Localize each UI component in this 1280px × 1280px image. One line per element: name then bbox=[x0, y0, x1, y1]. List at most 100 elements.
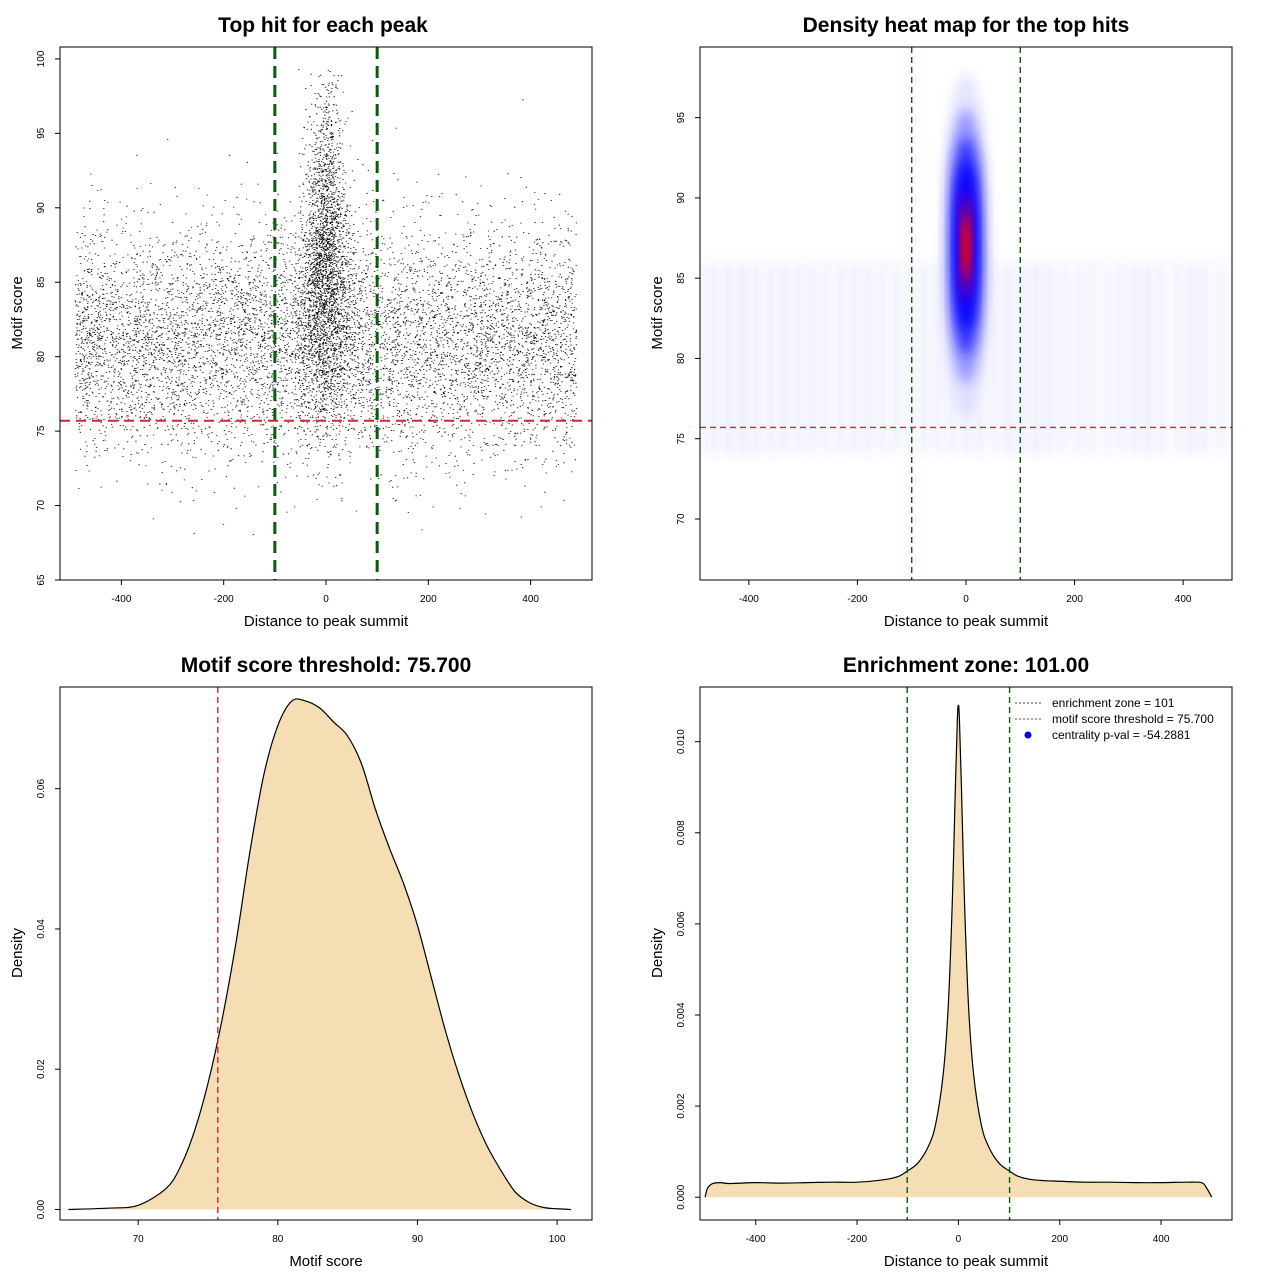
x-tick-label: -200 bbox=[847, 594, 867, 605]
y-tick-label: 95 bbox=[36, 127, 47, 139]
legend-label-score-threshold: motif score threshold = 75.700 bbox=[1052, 712, 1214, 726]
y-tick-label: 0.002 bbox=[676, 1093, 687, 1118]
heatmap-background-cell bbox=[910, 262, 925, 455]
scatter-title: Top hit for each peak bbox=[218, 14, 428, 37]
enrichment-reference-lines bbox=[906, 687, 1011, 1220]
legend-label-enrichment-zone: enrichment zone = 101 bbox=[1052, 696, 1175, 710]
heatmap-background-cell bbox=[1120, 262, 1135, 455]
heatmap-background-cell bbox=[728, 262, 743, 455]
heatmap-background-cell bbox=[770, 262, 785, 455]
x-tick-label: 400 bbox=[1175, 594, 1192, 605]
heatmap-background-cell bbox=[882, 262, 897, 455]
y-tick-label: 0.06 bbox=[36, 779, 47, 799]
heatmap-background-cell bbox=[700, 262, 715, 455]
heatmap-background-cell bbox=[994, 262, 1009, 455]
heatmap-background-cell bbox=[784, 262, 799, 455]
y-tick-label: 75 bbox=[676, 433, 687, 445]
scatter-y-axis: 65 70 75 80 85 90 95 100 bbox=[36, 50, 61, 586]
heatmap-background-cell bbox=[1134, 262, 1149, 455]
x-tick-label: 200 bbox=[1066, 594, 1083, 605]
score-density-title: Motif score threshold: 75.700 bbox=[181, 654, 472, 677]
legend-label-centrality: centrality p-val = -54.2881 bbox=[1052, 728, 1191, 742]
heatmap-background-cell bbox=[1218, 262, 1232, 455]
y-tick-label: 75 bbox=[36, 425, 47, 437]
score-density-y-label: Density bbox=[9, 927, 26, 978]
enrichment-title: Enrichment zone: 101.00 bbox=[843, 654, 1089, 677]
heatmap-x-axis: -400 -200 0 200 400 bbox=[739, 579, 1192, 605]
y-tick-label: 65 bbox=[36, 574, 47, 586]
x-tick-label: 200 bbox=[420, 594, 437, 605]
y-tick-label: 100 bbox=[36, 50, 47, 67]
scatter-point-cloud bbox=[74, 69, 578, 535]
heatmap-background-cell bbox=[1078, 262, 1093, 455]
heatmap-background-cell bbox=[924, 262, 939, 455]
y-tick-label: 85 bbox=[36, 276, 47, 288]
heatmap-background-cell bbox=[1162, 262, 1177, 455]
x-tick-label: 0 bbox=[323, 594, 329, 605]
heatmap-background-cell bbox=[1204, 262, 1219, 455]
y-tick-label: 70 bbox=[676, 513, 687, 525]
heatmap-background-cell bbox=[798, 262, 813, 455]
scatter-x-axis: -400 -200 0 200 400 bbox=[111, 579, 539, 605]
x-tick-label: 90 bbox=[412, 1234, 424, 1245]
heatmap-background-cell bbox=[826, 262, 841, 455]
scatter-y-label: Motif score bbox=[9, 276, 26, 349]
heatmap-background-cell bbox=[1092, 262, 1107, 455]
heatmap-y-label: Motif score bbox=[649, 276, 666, 349]
density-fill bbox=[705, 705, 1212, 1198]
density-fill bbox=[68, 698, 572, 1210]
heatmap-density-contour bbox=[962, 220, 970, 272]
x-tick-label: 400 bbox=[1153, 1234, 1170, 1245]
x-tick-label: -400 bbox=[746, 1234, 766, 1245]
x-tick-label: 0 bbox=[963, 594, 969, 605]
y-tick-label: 85 bbox=[676, 272, 687, 284]
heatmap-background-cell bbox=[714, 262, 729, 455]
score-density-area bbox=[68, 698, 572, 1211]
heatmap-background-cell bbox=[840, 262, 855, 455]
heatmap-background-cell bbox=[868, 262, 883, 455]
heatmap-background-cell bbox=[742, 262, 757, 455]
heatmap-title: Density heat map for the top hits bbox=[803, 14, 1130, 37]
heatmap-background-cell bbox=[812, 262, 827, 455]
heatmap-background-cell bbox=[1050, 262, 1065, 455]
y-tick-label: 90 bbox=[676, 192, 687, 204]
panel-enrichment: Enrichment zone: 101.00 -400 -200 0 200 400 … bbox=[649, 654, 1233, 1270]
score-density-x-label: Motif score bbox=[289, 1253, 362, 1270]
y-tick-label: 0.00 bbox=[36, 1199, 47, 1219]
heatmap-background-cell bbox=[1036, 262, 1051, 455]
x-tick-label: 100 bbox=[549, 1234, 566, 1245]
heatmap-background-cell bbox=[1106, 262, 1121, 455]
x-tick-label: -200 bbox=[847, 1234, 867, 1245]
scatter-points bbox=[74, 69, 578, 535]
heatmap-background-cell bbox=[756, 262, 771, 455]
legend-key-centrality bbox=[1024, 731, 1032, 739]
heatmap-reference-lines bbox=[700, 47, 1232, 580]
x-tick-label: 200 bbox=[1051, 1234, 1068, 1245]
heatmap-background-cell bbox=[854, 262, 869, 455]
heatmap-x-label: Distance to peak summit bbox=[884, 613, 1049, 630]
heatmap-y-axis: 70 75 80 85 90 95 bbox=[676, 112, 701, 525]
y-tick-label: 0.02 bbox=[36, 1059, 47, 1079]
y-tick-label: 95 bbox=[676, 112, 687, 124]
y-tick-label: 0.04 bbox=[36, 919, 47, 939]
y-tick-label: 0.004 bbox=[676, 1002, 687, 1027]
y-tick-label: 0.008 bbox=[676, 820, 687, 845]
heatmap-background-cell bbox=[1008, 262, 1023, 455]
y-tick-label: 80 bbox=[676, 352, 687, 364]
x-tick-label: -200 bbox=[214, 594, 234, 605]
score-density-y-axis: 0.00 0.02 0.04 0.06 bbox=[36, 779, 61, 1219]
x-tick-label: 70 bbox=[133, 1234, 145, 1245]
heatmap-background-cell bbox=[1176, 262, 1191, 455]
enrichment-y-axis: 0.000 0.002 0.004 0.006 0.008 0.010 bbox=[676, 729, 701, 1210]
density-curve bbox=[704, 704, 1213, 1198]
scatter-x-label: Distance to peak summit bbox=[244, 613, 409, 630]
density-curve bbox=[68, 698, 572, 1211]
panel-scatter: Top hit for each peak -400 -200 0 200 400 65… bbox=[9, 14, 593, 630]
x-tick-label: 80 bbox=[272, 1234, 284, 1245]
enrichment-x-label: Distance to peak summit bbox=[884, 1253, 1049, 1270]
heatmap-density bbox=[700, 72, 1232, 455]
heatmap-background-cell bbox=[1064, 262, 1079, 455]
y-tick-label: 90 bbox=[36, 202, 47, 214]
enrichment-y-label: Density bbox=[649, 927, 666, 978]
